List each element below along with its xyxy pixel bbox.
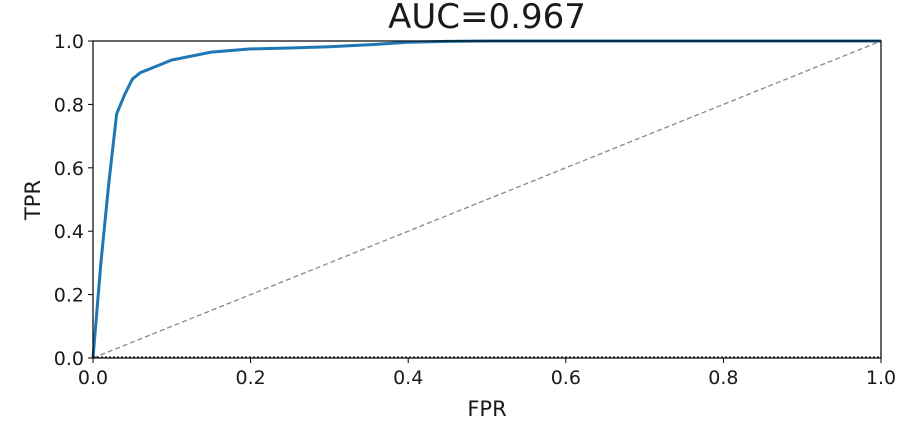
x-axis-label: FPR — [467, 397, 506, 421]
x-tick-label: 0.8 — [708, 367, 738, 389]
y-tick-label: 1.0 — [54, 31, 84, 53]
x-tick-label: 0.4 — [393, 367, 423, 389]
diagonal-reference-line — [92, 40, 882, 359]
y-axis: 0.0 0.2 0.4 0.6 0.8 1.0 — [54, 31, 93, 370]
y-tick-label: 0.4 — [54, 221, 84, 243]
x-tick-label: 0.0 — [78, 367, 108, 389]
plot-frame — [92, 40, 882, 359]
y-tick-label: 0.8 — [54, 94, 84, 116]
x-axis: 0.0 0.2 0.4 0.6 0.8 1.0 — [78, 358, 896, 389]
x-tick-label: 0.2 — [235, 367, 265, 389]
x-tick-label: 0.6 — [551, 367, 581, 389]
y-tick-label: 0.6 — [54, 158, 84, 180]
chart-title: AUC=0.967 — [388, 0, 586, 37]
y-tick-label: 0.2 — [54, 285, 84, 307]
plot-area — [91, 39, 882, 359]
x-tick-label: 1.0 — [866, 367, 896, 389]
y-tick-label: 0.0 — [54, 348, 84, 370]
y-axis-label: TPR — [21, 180, 45, 221]
